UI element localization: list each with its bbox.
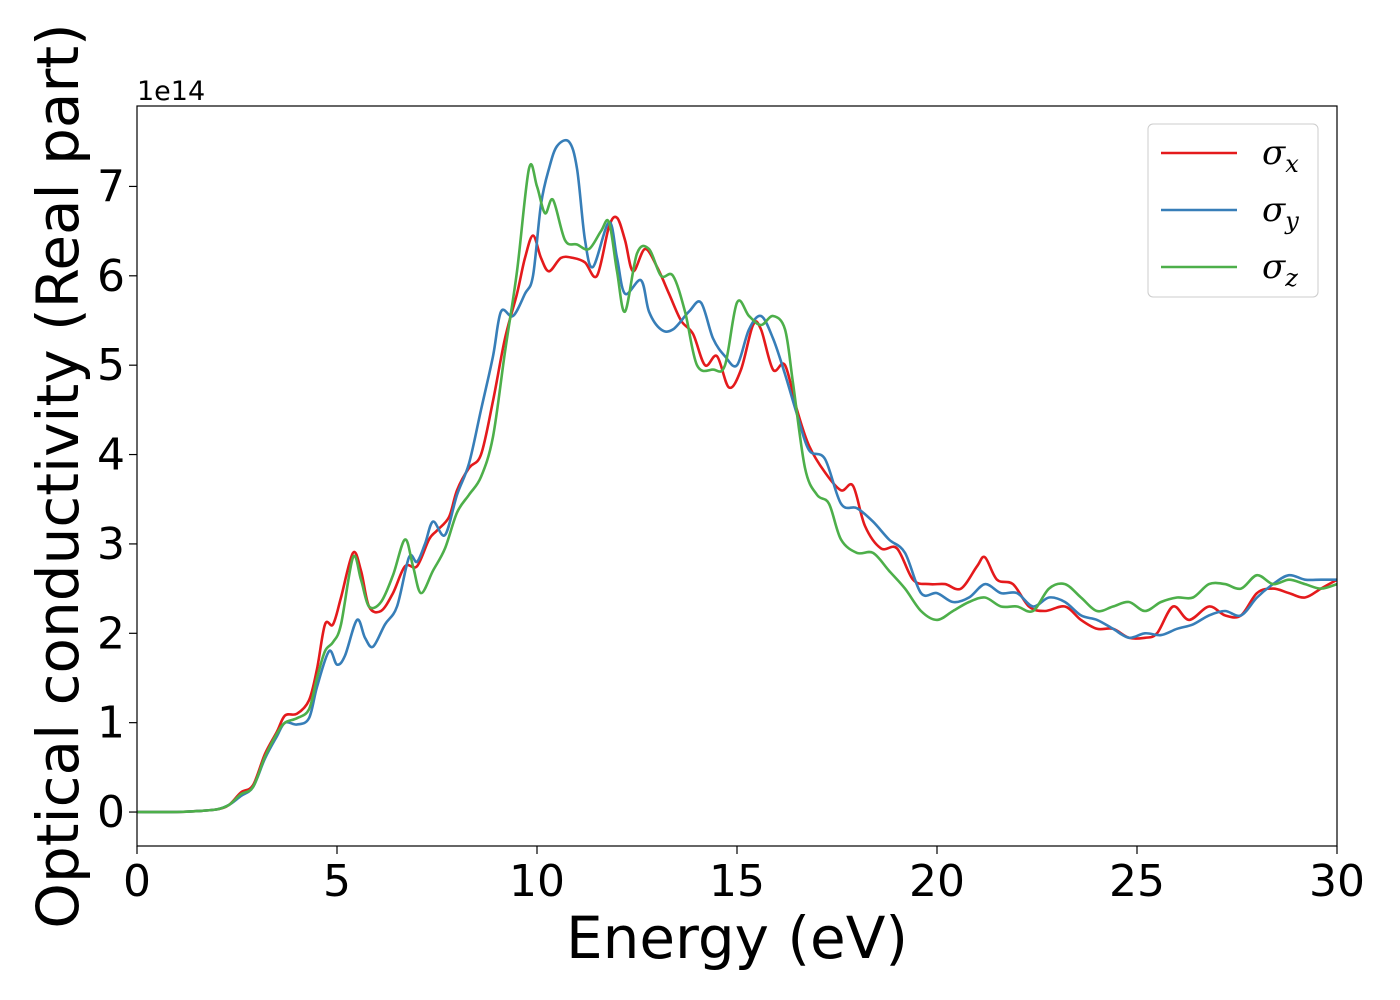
y-tick-label: 2 [97, 608, 125, 659]
y-tick-label: 4 [97, 430, 125, 481]
y-tick-label: 6 [97, 251, 125, 302]
series-line-z [136, 163, 1338, 814]
x-tick-label: 5 [323, 856, 351, 907]
y-tick-label: 7 [97, 161, 125, 212]
y-axis: 0 1 2 3 4 5 6 7 [97, 161, 137, 838]
x-tick-label: 10 [509, 856, 565, 907]
x-tick-label: 25 [1109, 856, 1165, 907]
x-tick-label: 20 [909, 856, 965, 907]
series-line-x [136, 215, 1338, 814]
x-axis-label: Energy (eV) [566, 904, 908, 972]
x-tick-label: 30 [1309, 856, 1365, 907]
series-layer [136, 138, 1338, 814]
y-tick-label: 1 [97, 698, 125, 749]
y-offset-label: 1e14 [137, 76, 205, 107]
x-tick-label: 0 [123, 856, 151, 907]
series-line-y [136, 138, 1337, 814]
y-tick-label: 3 [97, 519, 125, 570]
x-tick-label: 15 [709, 856, 765, 907]
y-tick-label: 0 [97, 787, 125, 838]
y-tick-label: 5 [97, 340, 125, 391]
y-axis-label: Optical conductivity (Real part) [24, 23, 92, 928]
x-axis: 0 5 10 15 20 25 30 [123, 846, 1365, 907]
